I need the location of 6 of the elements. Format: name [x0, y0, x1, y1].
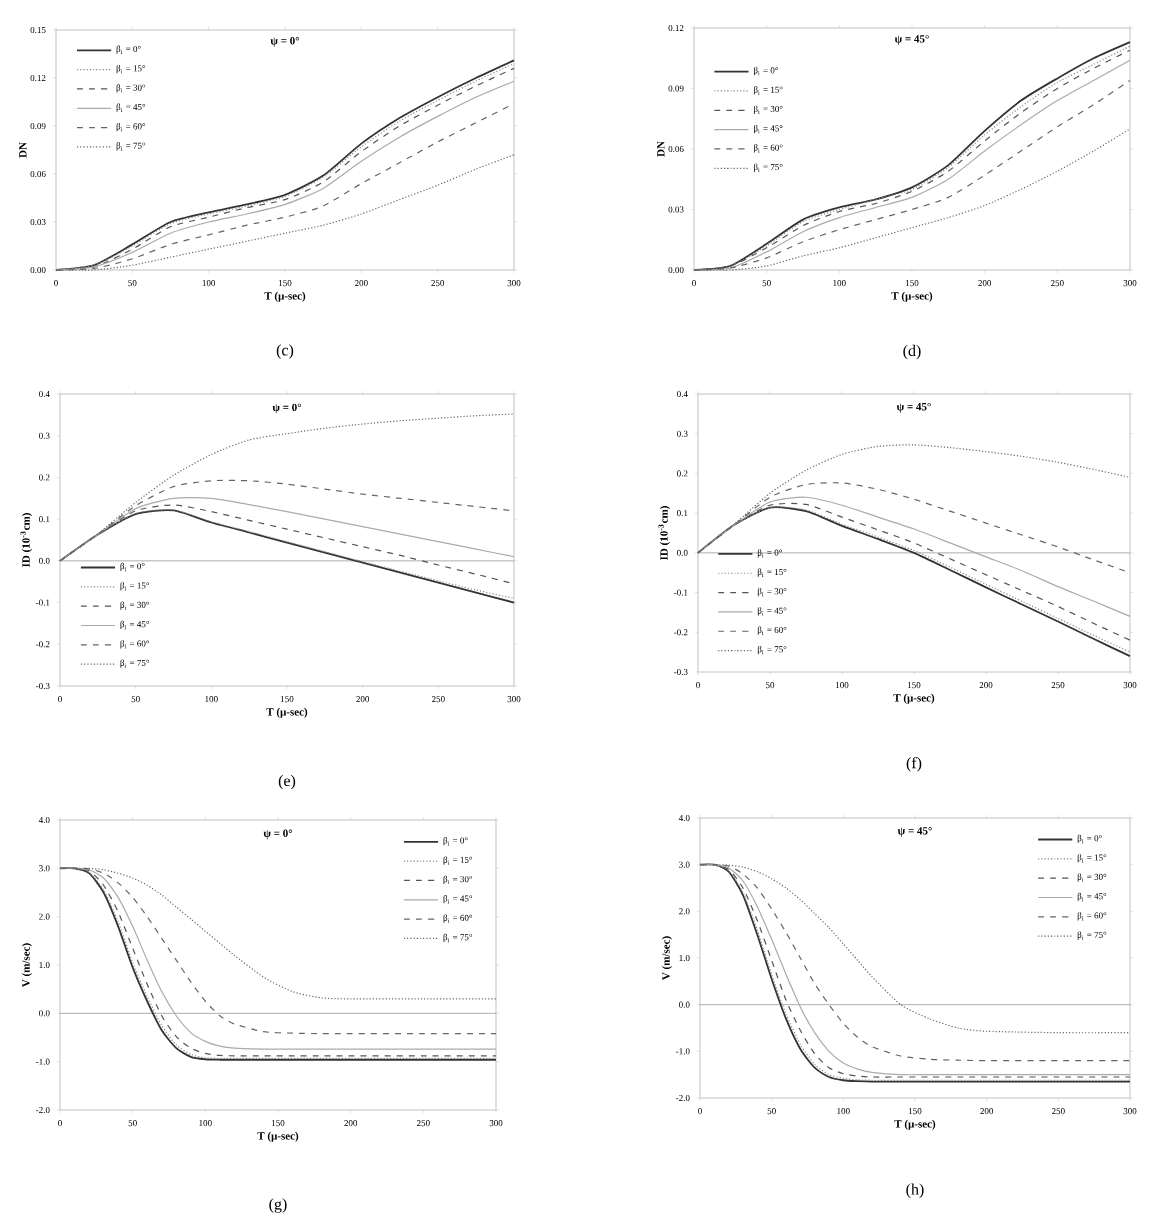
text: (g) [269, 1198, 287, 1213]
text: (e) [278, 774, 296, 790]
text: (d) [903, 344, 921, 360]
text: (h) [906, 1183, 924, 1198]
text: (f) [906, 756, 922, 772]
text: (c) [276, 344, 294, 359]
